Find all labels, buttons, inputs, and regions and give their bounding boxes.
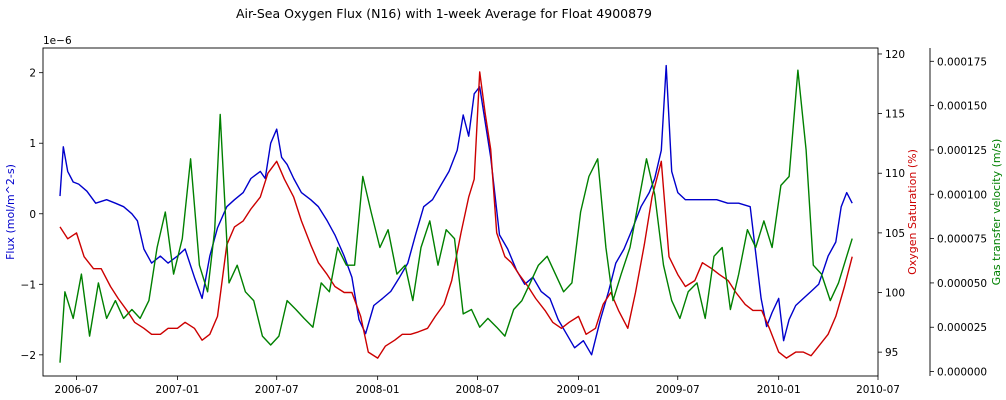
gas-transfer-tick-label: 0.000025 (937, 322, 987, 334)
flux-tick-label: −2 (21, 350, 36, 362)
oxygen-saturation-tick-label: 120 (885, 49, 905, 61)
flux-offset-label: 1e−6 (43, 35, 72, 47)
gas-transfer-tick-label: 0.000100 (937, 189, 987, 201)
flux-axis-label: Flux (mol/m^2-s) (4, 164, 17, 260)
gas-transfer-tick-label: 0.000050 (937, 278, 987, 290)
flux-tick-label: −1 (21, 279, 36, 291)
gas-transfer-tick-label: 0.000125 (937, 145, 987, 157)
x-tick-label: 2006-07 (55, 384, 99, 396)
flux-tick-label: 0 (29, 209, 36, 221)
oxygen-saturation-axis-label: Oxygen Saturation (%) (906, 149, 919, 275)
gas-transfer-axis-label: Gas transfer velocity (m/s) (990, 139, 1003, 286)
x-tick-label: 2008-01 (356, 384, 400, 396)
flux-tick-label: 1 (29, 138, 36, 150)
gas-transfer-tick-label: 0.000000 (937, 367, 987, 379)
oxygen-saturation-tick-label: 110 (885, 168, 905, 180)
x-tick-label: 2008-07 (456, 384, 500, 396)
right-series-line (59, 71, 853, 359)
x-tick-label: 2010-01 (757, 384, 801, 396)
x-tick-label: 2009-07 (656, 384, 700, 396)
oxygen-saturation-tick-label: 115 (885, 109, 905, 121)
gas-transfer-tick-label: 0.000175 (937, 56, 987, 68)
x-tick-label: 2007-01 (155, 384, 199, 396)
left-series-line (59, 64, 853, 356)
oxygen-saturation-tick-label: 100 (885, 288, 905, 300)
oxygen-saturation-tick-label: 95 (885, 347, 898, 359)
x-tick-label: 2010-07 (856, 384, 900, 396)
x-tick-label: 2007-07 (255, 384, 299, 396)
x-tick-label: 2009-01 (557, 384, 601, 396)
plot-frame (42, 47, 879, 377)
gas-transfer-tick-label: 0.000150 (937, 101, 987, 113)
oxygen-saturation-tick-label: 105 (885, 228, 905, 240)
chart-title: Air-Sea Oxygen Flux (N16) with 1-week Av… (236, 6, 652, 21)
far_right-series-line (59, 69, 853, 363)
gas-transfer-tick-label: 0.000075 (937, 234, 987, 246)
flux-tick-label: 2 (29, 68, 36, 80)
